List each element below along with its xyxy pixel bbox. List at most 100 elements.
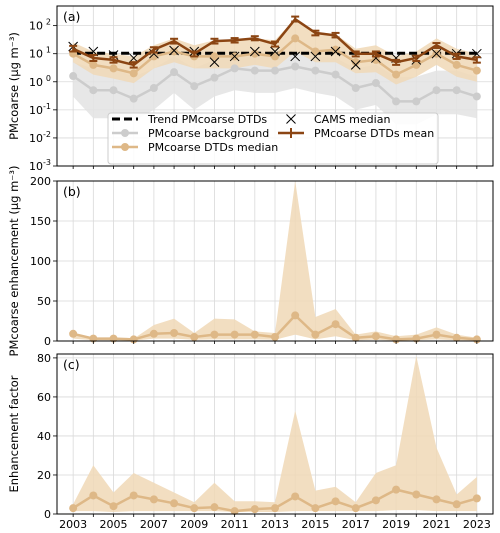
data-point [69, 504, 78, 513]
x-tick-label: 2015 [301, 518, 329, 531]
data-point [291, 62, 300, 71]
data-point [210, 73, 219, 82]
data-point [170, 47, 179, 56]
x-marker [330, 46, 341, 57]
x-tick-label: 2007 [140, 518, 168, 531]
legend-label: PMcoarse DTDs median [148, 141, 278, 154]
legend-item: PMcoarse DTDs mean [278, 127, 434, 140]
data-point [230, 507, 239, 516]
data-point [250, 66, 259, 75]
legend-item: CAMS median [286, 113, 390, 126]
y-tick-label: 10 [29, 48, 43, 61]
data-point [311, 504, 320, 513]
legend-label: PMcoarse background [148, 127, 269, 140]
series-pmcoarse-dtds-mean [69, 15, 481, 69]
data-point [210, 503, 219, 512]
data-point [311, 66, 320, 75]
data-point [129, 69, 138, 78]
y-tick-exponent: 0 [46, 74, 51, 83]
data-point [190, 82, 199, 91]
panel-label: (a) [63, 9, 80, 24]
y-axis-label: PMcoarse enhancement (µg m⁻³) [7, 166, 21, 357]
panel-label: (b) [63, 184, 81, 199]
data-point [149, 84, 158, 93]
data-point [412, 490, 421, 499]
data-point [371, 55, 380, 64]
data-point [291, 311, 300, 320]
data-point [392, 70, 401, 79]
x-marker [249, 46, 260, 57]
x-tick-label: 2023 [463, 518, 491, 531]
legend-box [107, 112, 439, 165]
x-tick-label: 2003 [59, 518, 87, 531]
legend-label: PMcoarse DTDs mean [314, 127, 434, 140]
data-point [230, 330, 239, 339]
x-marker [310, 51, 321, 62]
data-point [190, 504, 199, 513]
x-marker [229, 51, 240, 62]
y-axis-label: Enhancement factor [7, 375, 21, 492]
data-point [291, 492, 300, 501]
y-tick-label: 200 [30, 175, 51, 188]
y-tick-exponent: -1 [43, 102, 51, 111]
y-tick-label: 60 [37, 391, 51, 404]
y-tick-label: 10 [29, 104, 43, 117]
data-point [271, 66, 279, 75]
data-point [351, 333, 360, 342]
x-tick-label: 2021 [422, 518, 450, 531]
data-point [190, 333, 199, 341]
y-tick-label: 10 [29, 160, 43, 173]
series-enhancement-factor [69, 485, 481, 516]
x-marker [431, 48, 442, 59]
y-tick-label: 0 [44, 508, 51, 521]
y-tick-label: 50 [37, 295, 51, 308]
data-point [472, 494, 481, 503]
series-pmcoarse-background [69, 62, 481, 106]
legend-swatch [286, 114, 296, 124]
y-tick-label: 10 [29, 20, 43, 33]
data-point [129, 491, 138, 500]
y-axis-label: PMcoarse (µg m⁻³) [7, 32, 21, 140]
x-marker [290, 51, 301, 62]
x-tick-label: 2019 [382, 518, 410, 531]
data-point [149, 52, 158, 61]
data-point [331, 320, 340, 329]
grid [57, 354, 493, 515]
data-point [149, 329, 158, 338]
legend-item: Trend PMcoarse DTDs [112, 113, 267, 126]
legend-item: PMcoarse DTDs median [112, 141, 278, 154]
series-pmcoarse-dtds-median [69, 34, 481, 79]
data-point [331, 497, 340, 506]
legend-swatch [121, 143, 129, 151]
data-point [432, 86, 441, 95]
data-point [69, 329, 78, 338]
data-point [250, 49, 259, 58]
x-marker [128, 53, 139, 63]
data-point [89, 491, 98, 500]
data-point [351, 504, 360, 513]
x-tick-label: 2017 [342, 518, 370, 531]
legend-label: Trend PMcoarse DTDs [147, 113, 267, 126]
y-tick-label: 150 [30, 215, 51, 228]
data-point [230, 64, 239, 73]
data-point [170, 329, 179, 337]
data-point [432, 330, 441, 339]
data-point [210, 330, 219, 339]
data-point [472, 66, 481, 75]
data-point [452, 500, 461, 509]
data-point [109, 64, 118, 73]
panel-c: 0 20 40 60 80 2003 2005 2007 2009 2011 2013 2015 201… [7, 352, 494, 531]
panel-b: 0 50 100 150 200 (b) PMcoarse enhancement (µg … [7, 166, 494, 357]
data-point [311, 330, 320, 339]
data-point [250, 505, 259, 514]
data-point [89, 60, 98, 69]
y-tick-label: 100 [30, 255, 51, 268]
data-point [271, 52, 279, 61]
data-point [69, 72, 78, 81]
data-point [452, 86, 461, 95]
data-point [109, 502, 118, 511]
uncertainty-band [73, 356, 477, 512]
data-point [371, 496, 380, 505]
data-point [291, 34, 300, 43]
